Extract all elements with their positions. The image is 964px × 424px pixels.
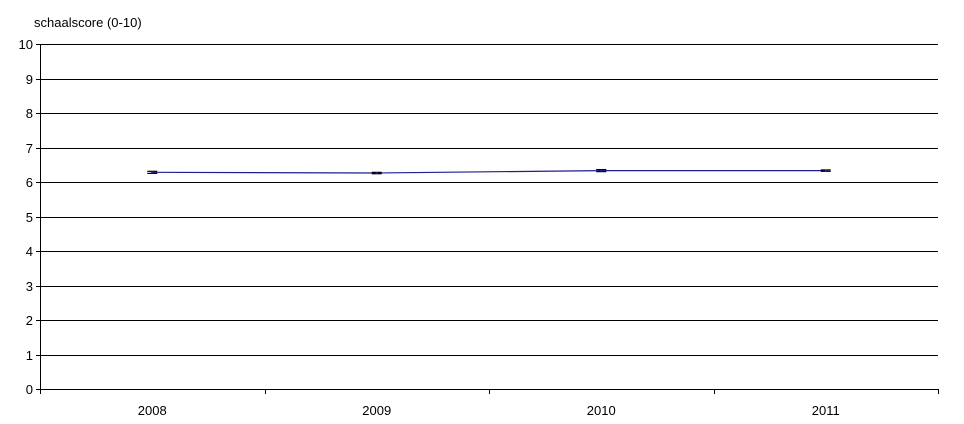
y-tick-label-9: 9 (26, 72, 33, 87)
series (147, 168, 831, 175)
y-tick-label-2: 2 (26, 313, 33, 328)
x-tick-label-2011: 2011 (812, 403, 840, 418)
data-point-2011 (824, 169, 827, 172)
x-tick-labels: 2008 2009 2010 2011 (138, 403, 840, 418)
x-tick-label-2009: 2009 (362, 403, 391, 418)
data-point-2008 (151, 171, 154, 174)
y-tick-label-0: 0 (26, 382, 33, 397)
axes (36, 44, 939, 394)
series-line-0 (152, 170, 826, 174)
y-tick-label-6: 6 (26, 175, 33, 190)
y-tick-label-8: 8 (26, 106, 33, 121)
y-tick-label-10: 10 (19, 37, 33, 52)
y-tick-labels: 0 1 2 3 4 5 6 7 8 9 10 (19, 37, 33, 397)
y-tick-label-5: 5 (26, 210, 33, 225)
x-tick-label-2008: 2008 (138, 403, 167, 418)
gridlines (40, 44, 938, 356)
x-tick-label-2010: 2010 (587, 403, 616, 418)
data-point-2010 (600, 169, 603, 172)
data-point-2009 (375, 171, 378, 175)
y-axis-label: schaalscore (0-10) (34, 15, 142, 30)
y-tick-label-3: 3 (26, 279, 33, 294)
y-tick-label-4: 4 (26, 244, 33, 259)
y-tick-label-7: 7 (26, 141, 33, 156)
y-tick-label-1: 1 (26, 348, 33, 363)
